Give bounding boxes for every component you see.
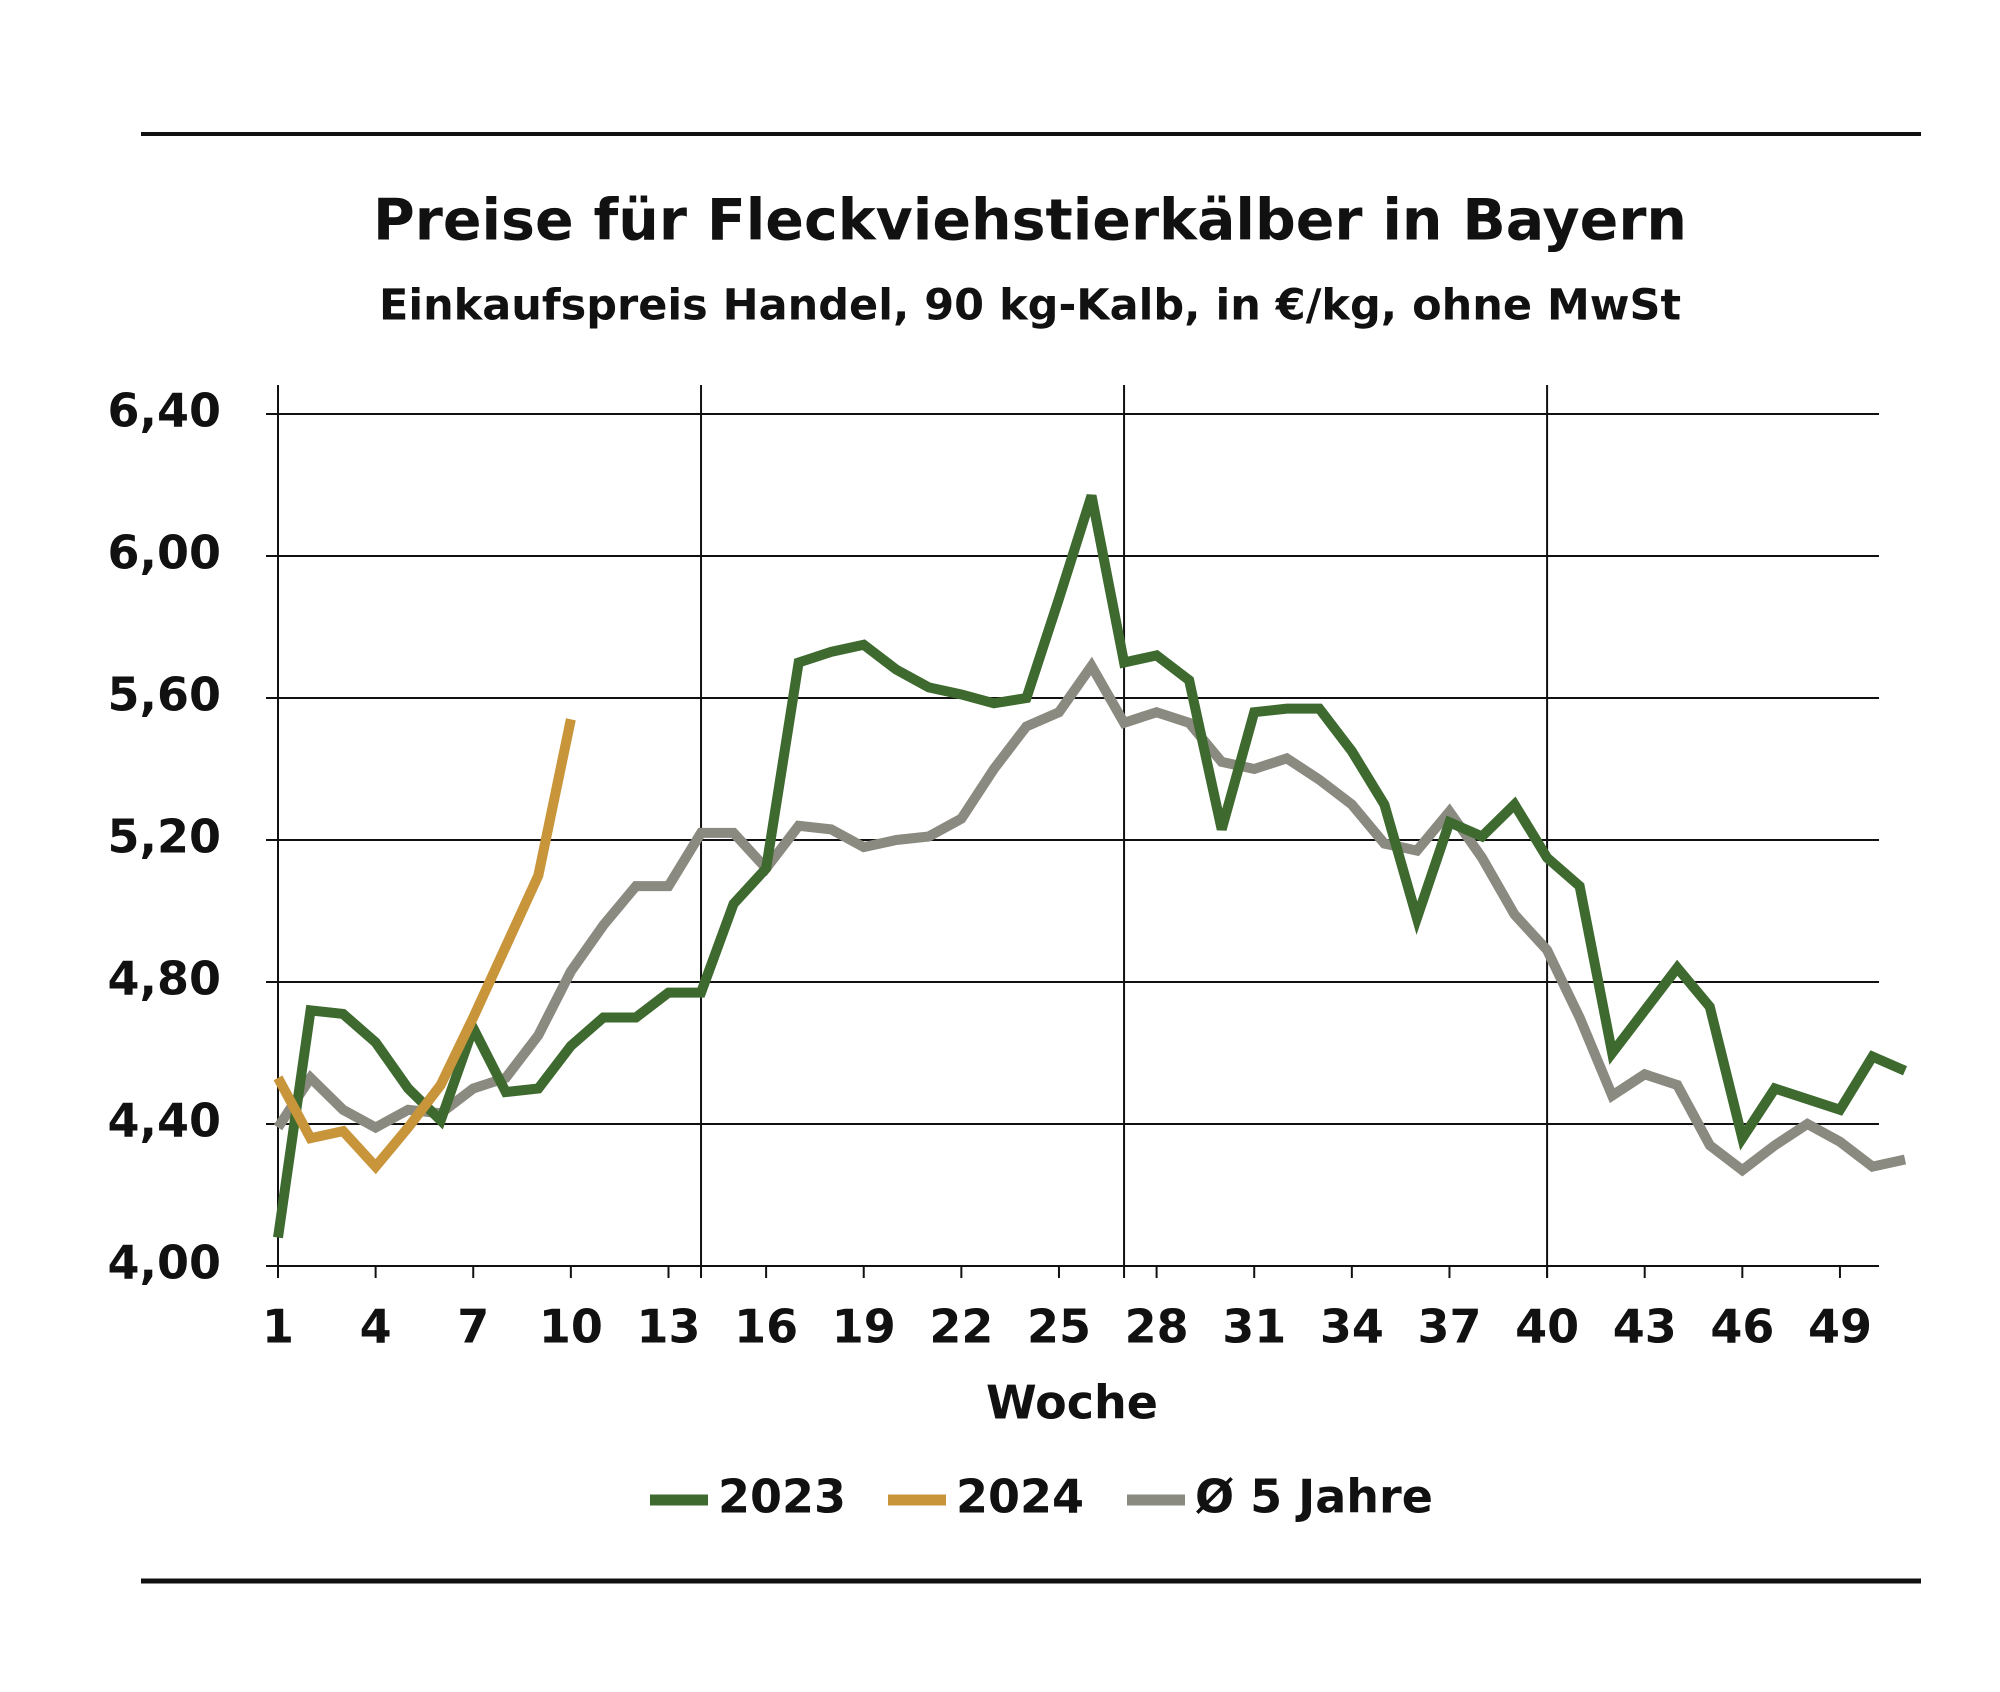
y-tick-label: 4,80 xyxy=(108,952,222,1006)
data-line xyxy=(273,718,576,1175)
data-line xyxy=(273,656,1907,1177)
y-tick-label: 6,00 xyxy=(108,526,222,580)
x-tick-label: 1 xyxy=(262,1300,294,1354)
x-tick-label: 22 xyxy=(929,1300,993,1354)
x-tick-label: 16 xyxy=(734,1300,798,1354)
legend-label: 2023 xyxy=(718,1470,846,1524)
x-tick-label: 46 xyxy=(1710,1300,1774,1354)
x-tick-label: 49 xyxy=(1808,1300,1872,1354)
x-tick-label: 25 xyxy=(1027,1300,1091,1354)
y-tick-label: 4,00 xyxy=(108,1236,222,1290)
legend-label: Ø 5 Jahre xyxy=(1195,1470,1433,1524)
y-tick-label: 4,40 xyxy=(108,1094,222,1148)
x-tick-label: 43 xyxy=(1613,1300,1677,1354)
x-tick-label: 31 xyxy=(1222,1300,1286,1354)
x-tick-label: 19 xyxy=(832,1300,896,1354)
chart-title: Preise für Fleckviehstierkälber in Bayer… xyxy=(373,188,1687,254)
legend-label: 2024 xyxy=(956,1470,1084,1524)
x-tick-label: 28 xyxy=(1125,1300,1189,1354)
y-tick-label: 5,60 xyxy=(108,668,222,722)
y-tick-label: 6,40 xyxy=(108,384,222,438)
x-tick-label: 34 xyxy=(1320,1300,1384,1354)
x-tick-label: 13 xyxy=(636,1300,700,1354)
x-tick-label: 37 xyxy=(1417,1300,1481,1354)
x-tick-label: 10 xyxy=(539,1300,603,1354)
x-tick-label: 7 xyxy=(457,1300,489,1354)
y-tick-label: 5,20 xyxy=(108,810,222,864)
x-axis-label: Woche xyxy=(986,1376,1158,1430)
x-tick-label: 40 xyxy=(1515,1300,1579,1354)
x-tick-label: 4 xyxy=(360,1300,392,1354)
chart-subtitle: Einkaufspreis Handel, 90 kg-Kalb, in €/k… xyxy=(379,281,1681,331)
data-line xyxy=(273,494,1908,1239)
